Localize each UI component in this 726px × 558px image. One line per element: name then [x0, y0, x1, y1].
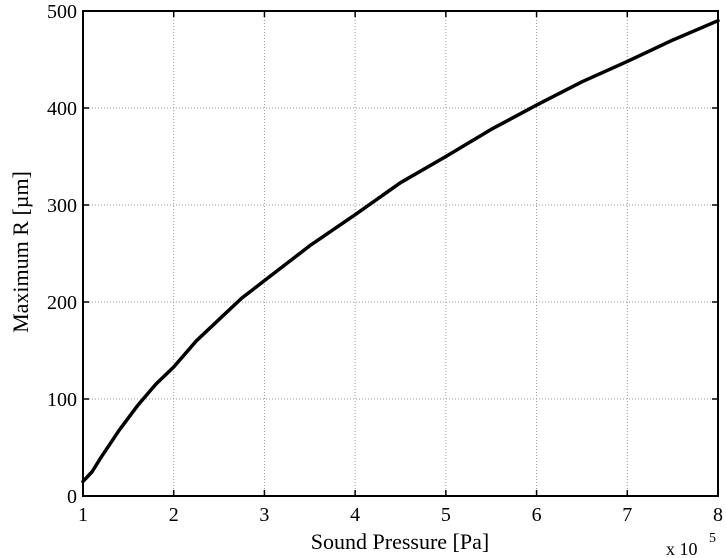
y-tick-label: 200 [47, 292, 77, 314]
x-axis-label: Sound Pressure [Pa] [311, 529, 489, 554]
x-tick-label: 8 [713, 504, 723, 526]
x-tick-label: 5 [441, 504, 451, 526]
y-axis-label: Maximum R [µm] [8, 171, 33, 333]
y-tick-label: 500 [47, 1, 77, 23]
x-tick-label: 1 [78, 504, 88, 526]
plot-frame [82, 10, 719, 497]
x-multiplier-label: x 10 [666, 539, 698, 558]
y-tick-label: 100 [47, 389, 77, 411]
x-tick-label: 6 [532, 504, 542, 526]
x-multiplier-exponent: 5 [709, 531, 716, 546]
x-tick-label: 7 [622, 504, 632, 526]
y-tick-label: 400 [47, 98, 77, 120]
series-line [81, 18, 720, 484]
x-tick-label: 2 [169, 504, 179, 526]
y-tick-label: 0 [67, 486, 77, 508]
series-layer [81, 18, 720, 484]
y-ticks: 0 100 200 300 400 500 [47, 1, 718, 508]
x-ticks: 1 2 3 4 5 6 7 8 [78, 11, 723, 526]
x-tick-label: 3 [259, 504, 269, 526]
y-tick-label: 300 [47, 195, 77, 217]
grid [82, 10, 719, 497]
x-tick-label: 4 [350, 504, 360, 526]
